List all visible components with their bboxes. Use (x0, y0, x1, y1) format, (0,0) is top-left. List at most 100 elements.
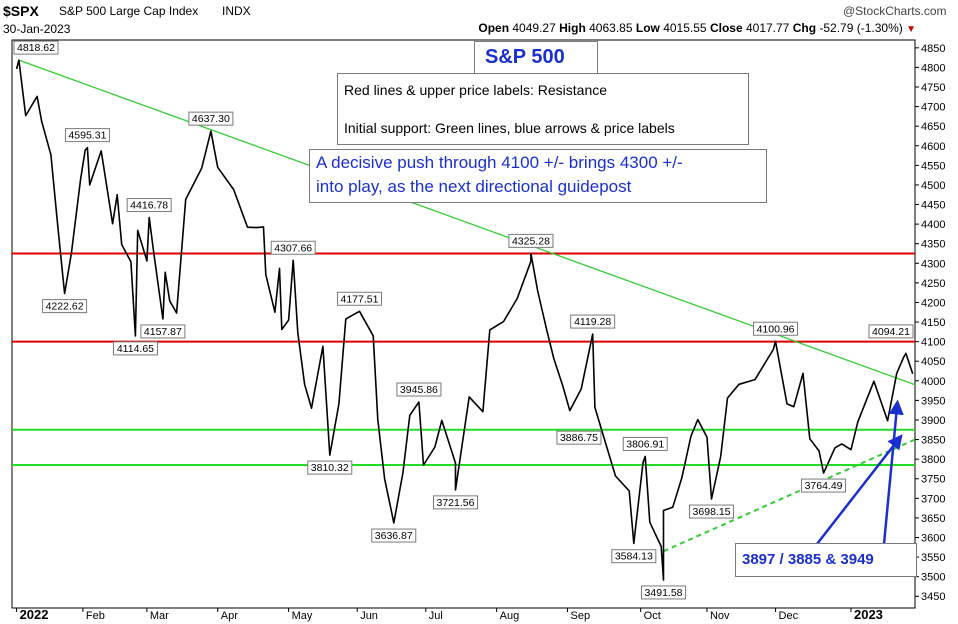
chart-title-box: S&P 500 (474, 41, 598, 75)
x-tick-label: Oct (644, 610, 661, 622)
y-tick-label: 4700 (921, 102, 945, 114)
price-label: 3584.13 (615, 551, 653, 563)
y-tick-label: 4000 (921, 376, 945, 388)
y-tick-label: 3450 (921, 591, 945, 603)
price-label: 3636.87 (375, 530, 413, 542)
support-arrow-1 (816, 434, 903, 545)
price-label: 4100.96 (757, 323, 795, 335)
x-tick-label: Mar (150, 610, 169, 622)
chart-header: $SPX S&P 500 Large Cap Index INDX @Stock… (0, 0, 958, 40)
support-box: 3897 / 3885 & 3949 (735, 543, 917, 577)
price-label: 4637.30 (192, 113, 230, 125)
y-tick-label: 4300 (921, 258, 945, 270)
y-tick-label: 3650 (921, 513, 945, 525)
note-line-1: A decisive push through 4100 +/- brings … (316, 153, 683, 172)
price-label: 4416.78 (130, 200, 168, 212)
price-label: 4177.51 (340, 293, 378, 305)
price-label-box (432, 495, 478, 510)
symbol: $SPX (3, 3, 39, 19)
x-tick-label: 2022 (20, 607, 49, 622)
down-arrow-icon: ▼ (906, 24, 916, 35)
price-label-box (753, 321, 799, 336)
price-label-box (556, 430, 602, 445)
price-label: 3806.91 (626, 438, 664, 450)
y-tick-label: 3500 (921, 572, 945, 584)
price-label-box (112, 341, 158, 356)
price-series-line (15, 59, 914, 581)
y-tick-label: 4800 (921, 62, 945, 74)
y-tick-label: 4200 (921, 297, 945, 309)
x-tick-label: Jun (360, 610, 378, 622)
y-tick-label: 3750 (921, 474, 945, 486)
x-tick-label: 2023 (854, 607, 883, 622)
price-label-box (622, 436, 668, 451)
price-label-box (13, 40, 59, 55)
price-label-box (188, 111, 234, 126)
y-tick-label: 4500 (921, 180, 945, 192)
y-tick-label: 3700 (921, 493, 945, 505)
y-tick-label: 3550 (921, 552, 945, 564)
y-tick-label: 4400 (921, 219, 945, 231)
price-label: 3945.86 (400, 384, 438, 396)
price-label: 4094.21 (872, 326, 910, 338)
legend-box: Red lines & upper price labels: Resistan… (337, 73, 749, 145)
y-tick-label: 4600 (921, 141, 945, 153)
price-label-box (508, 233, 554, 248)
price-label: 3698.15 (693, 506, 731, 518)
price-label-box (641, 585, 687, 600)
legend-resistance: Red lines & upper price labels: Resistan… (344, 82, 608, 98)
legend-support: Initial support: Green lines, blue arrow… (344, 120, 675, 136)
price-label: 4119.28 (574, 316, 611, 328)
date: 30-Jan-2023 (3, 22, 71, 36)
x-tick-label: Dec (779, 610, 799, 622)
price-label-box (42, 299, 88, 314)
price-label-box (801, 478, 847, 493)
price-label-box (371, 528, 417, 543)
x-tick-label: Nov (710, 610, 730, 622)
chart-title: S&P 500 (485, 46, 565, 68)
y-tick-label: 4100 (921, 337, 945, 349)
price-label-box (689, 504, 735, 519)
price-label: 3491.58 (645, 587, 683, 599)
price-label-box (570, 314, 616, 329)
high-label: High (559, 21, 586, 35)
source: @StockCharts.com (843, 4, 947, 18)
price-label: 3810.32 (311, 462, 349, 474)
y-tick-label: 4050 (921, 356, 945, 368)
ohlc-readout: Open 4049.27 High 4063.85 Low 4015.55 Cl… (478, 21, 916, 35)
note-box: A decisive push through 4100 +/- brings … (309, 149, 767, 203)
y-tick-label: 4150 (921, 317, 945, 329)
low-value: 4015.55 (663, 21, 707, 35)
uptrend-dashed-trendline (663, 438, 916, 553)
price-label: 4114.65 (117, 343, 154, 355)
chg-value: -52.79 (-1.30%) (819, 21, 903, 35)
y-tick-label: 4250 (921, 278, 945, 290)
price-label: 3721.56 (437, 497, 475, 509)
y-tick-label: 3850 (921, 435, 945, 447)
y-tick-label: 3950 (921, 395, 945, 407)
low-label: Low (635, 21, 660, 35)
chg-label: Chg (792, 21, 817, 35)
price-label-box (64, 128, 110, 143)
close-label: Close (709, 21, 743, 35)
exchange: INDX (222, 4, 251, 18)
x-tick-label: May (292, 610, 313, 622)
price-label: 4307.66 (274, 242, 312, 254)
price-label-box (336, 291, 382, 306)
x-tick-label: Apr (221, 610, 238, 622)
price-label-box (307, 460, 353, 475)
y-tick-label: 3600 (921, 532, 945, 544)
price-label: 3886.75 (560, 432, 598, 444)
price-label-box (140, 324, 186, 339)
y-tick-label: 4550 (921, 160, 945, 172)
price-label-box (396, 382, 442, 397)
y-tick-label: 4750 (921, 82, 945, 94)
open-value: 4049.27 (512, 21, 556, 35)
price-label-box (868, 324, 914, 339)
support-arrow-2 (882, 399, 904, 545)
y-tick-label: 4850 (921, 43, 945, 55)
price-label: 3764.49 (805, 480, 843, 492)
x-tick-label: Feb (86, 610, 105, 622)
price-label: 4222.62 (46, 301, 84, 313)
x-tick-label: Aug (500, 610, 520, 622)
